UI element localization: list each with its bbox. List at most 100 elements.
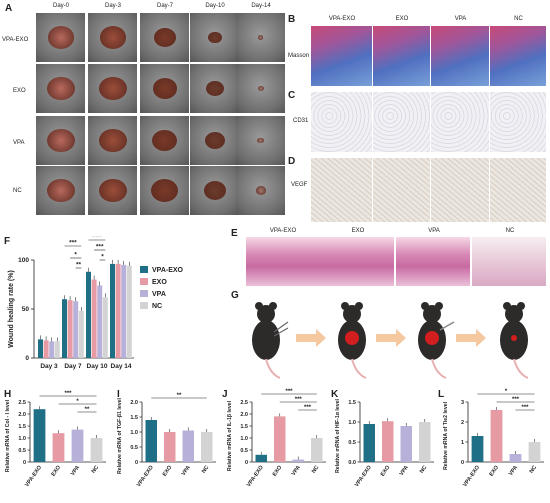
- column-header: EXO: [395, 16, 409, 22]
- y-tick-label: 1.5: [18, 424, 26, 430]
- y-tick-label: 3: [461, 400, 464, 406]
- bar: [363, 424, 375, 462]
- bar: [126, 265, 132, 358]
- y-tick-label: 0: [25, 355, 29, 362]
- y-axis-label: Relative mRNA of Col - I level: [5, 399, 11, 472]
- y-tick-label: 0.5: [130, 445, 138, 451]
- he-column-header: EXO: [351, 228, 365, 234]
- histology-image: [431, 26, 489, 86]
- stain-row-label: VEGF: [291, 182, 308, 188]
- x-tick-label: EXO: [51, 464, 63, 478]
- significance-label: ****: [92, 236, 103, 241]
- bar: [43, 340, 49, 358]
- rat-body-icon: [252, 320, 280, 360]
- he-column-header: VPA: [428, 228, 440, 234]
- he-image: [246, 237, 320, 286]
- bar: [311, 438, 323, 462]
- wound-spot: [152, 78, 177, 99]
- legend-label: NC: [152, 303, 162, 310]
- y-tick-label: 2.0: [130, 400, 138, 406]
- x-tick-label: NC: [529, 465, 538, 475]
- wound-spot: [98, 178, 127, 203]
- histology-image: [311, 26, 372, 86]
- bar: [145, 420, 157, 462]
- y-tick-label: 1.0: [18, 436, 26, 442]
- rat-ear-icon: [421, 302, 429, 310]
- y-tick-label: 2: [461, 420, 464, 426]
- x-tick-label: EXO: [489, 464, 501, 478]
- column-header: NC: [514, 16, 523, 22]
- bar: [419, 422, 431, 462]
- group-label: NC: [13, 188, 22, 194]
- x-tick-label: VPA: [181, 465, 192, 477]
- wound-photo: [236, 116, 285, 165]
- x-tick-label: EXO: [380, 464, 392, 478]
- wound-photo: [88, 166, 137, 215]
- x-tick-label: Day 3: [40, 363, 58, 370]
- wound-spot: [153, 28, 176, 47]
- rat-tail-icon: [265, 358, 281, 379]
- wound-photo: [36, 64, 85, 113]
- significance-label: ***: [512, 397, 520, 403]
- y-tick-label: 1.0: [348, 420, 356, 426]
- chart-il-1b: 0 0.5 1.0 1.5 2.0 2.5 Relative mRNA of IL-1β l…: [227, 389, 326, 488]
- x-tick-label: EXO: [162, 464, 174, 478]
- histology-image: [490, 158, 546, 222]
- rat-tail-icon: [351, 358, 367, 379]
- rat-ear-icon: [255, 302, 263, 310]
- y-tick-label: 1.0: [240, 436, 248, 442]
- chart-tie2: 0 1 2 3 Relative mRNA of Tie2 level VPA-EXO EX…: [443, 389, 544, 488]
- bar: [102, 297, 108, 358]
- y-tick-label: 0: [135, 460, 138, 466]
- wound-spot: [46, 128, 75, 153]
- stain-row-label: CD31: [293, 118, 309, 124]
- bar: [71, 429, 84, 462]
- chart-hif-1a: 0.0 0.5 1.0 1.5 Relative mRNA of HIF-1α leve…: [335, 398, 434, 488]
- rat-head-icon: [423, 305, 441, 323]
- bar: [38, 339, 43, 358]
- x-tick-label: VPA-EXO: [354, 464, 373, 488]
- column-header: VPA-EXO: [328, 16, 356, 22]
- panel-label-c: C: [288, 90, 296, 101]
- day-header: Day-7: [156, 3, 173, 9]
- wound-spot: [257, 85, 264, 92]
- wound-photo: [140, 13, 189, 62]
- wound-spot: [46, 76, 75, 101]
- rat-ear-icon: [269, 302, 277, 310]
- rat-ear-icon: [355, 302, 363, 310]
- he-image: [320, 237, 394, 286]
- y-tick-label: 0: [23, 460, 26, 466]
- y-tick-label: 2.0: [240, 412, 248, 418]
- panel-label-i: I: [117, 389, 120, 400]
- x-tick-label: NC: [311, 465, 320, 475]
- x-tick-label: NC: [419, 465, 428, 475]
- histology-image: [490, 92, 546, 152]
- panel-label-k: K: [331, 389, 339, 400]
- bar: [52, 433, 65, 462]
- histology-image: [373, 158, 430, 222]
- y-axis-label: Wound healing rate (%): [8, 270, 15, 348]
- x-tick-label: VPA-EXO: [136, 464, 155, 488]
- y-tick-label: 1.5: [240, 424, 248, 430]
- y-tick-label: 2.5: [18, 400, 26, 406]
- wound-spot: [46, 178, 75, 203]
- day-header: Day-3: [104, 3, 121, 9]
- x-tick-label: VPA: [291, 465, 302, 477]
- rat-ear-icon: [503, 302, 511, 310]
- histology-image: [431, 92, 489, 152]
- legend-label: EXO: [152, 279, 167, 286]
- wound-spot: [207, 31, 222, 44]
- y-tick-label: 50: [22, 306, 30, 313]
- significance-label: ***: [295, 397, 303, 403]
- significance-label: *: [74, 252, 77, 259]
- histology-image: [490, 26, 546, 86]
- y-tick-label: 1.0: [130, 430, 138, 436]
- bar: [49, 341, 55, 358]
- rat-ear-icon: [517, 302, 525, 310]
- significance-label: ***: [285, 389, 293, 395]
- y-tick-label: 2.0: [18, 412, 26, 418]
- legend-label: VPA-EXO: [152, 267, 184, 274]
- bar: [292, 459, 304, 462]
- x-tick-label: EXO: [272, 464, 284, 478]
